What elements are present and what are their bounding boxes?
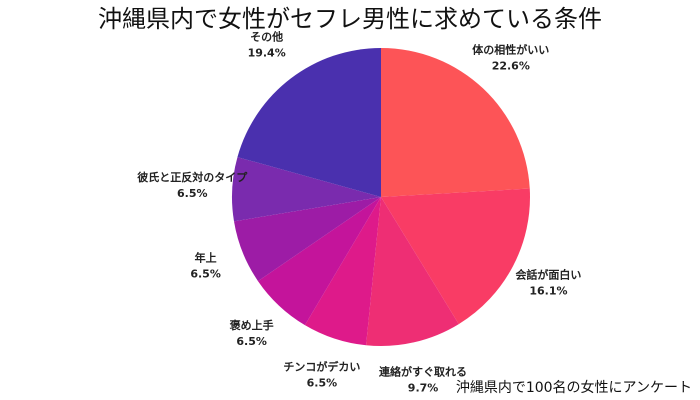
slice-label: 体の相性がいい [472, 43, 549, 57]
slice-value-label: 22.6% [492, 60, 530, 73]
slice-value-label: 6.5% [236, 335, 267, 348]
slice-value-label: 19.4% [248, 47, 286, 60]
pie-slice [234, 197, 381, 282]
slice-label: 彼氏と正反対のタイプ [137, 170, 248, 184]
slice-label: 連絡がすぐ取れる [379, 364, 467, 378]
pie-slice [381, 188, 530, 325]
slice-value-label: 6.5% [307, 377, 338, 390]
slice-value-label: 9.7% [408, 381, 439, 394]
pie-slice [237, 47, 381, 197]
pie-slice [304, 197, 381, 346]
slice-label: チンコがデカい [283, 360, 360, 374]
chart-title: 沖縄県内で女性がセフレ男性に求めている条件 [98, 5, 602, 33]
slice-label: 年上 [195, 250, 217, 264]
slice-value-label: 16.1% [529, 285, 567, 298]
slice-label: 会話が面白い [515, 268, 581, 282]
slice-label: 褒め上手 [229, 318, 274, 332]
pie-slice [381, 48, 530, 197]
slice-value-label: 6.5% [177, 187, 208, 200]
slice-label: その他 [250, 30, 283, 44]
pie-slice [257, 197, 381, 326]
pie-slice [366, 197, 459, 346]
pie-slice [232, 157, 381, 222]
slice-value-label: 6.5% [190, 267, 221, 280]
chart-note: 沖縄県内で100名の女性にアンケート [456, 379, 692, 396]
